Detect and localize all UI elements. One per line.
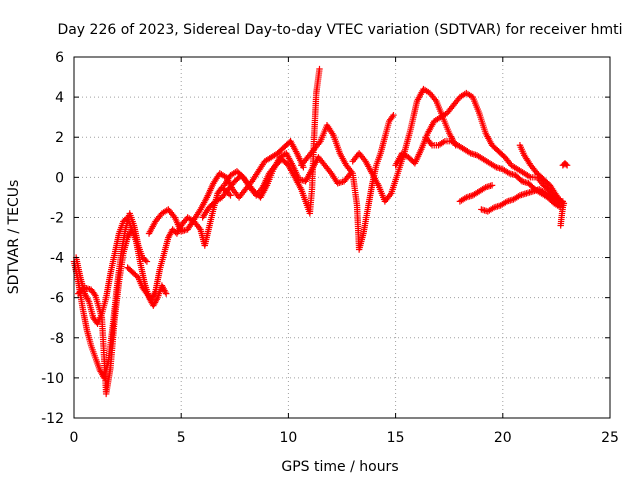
series-arc-8 — [298, 111, 397, 253]
series-arc-12 — [456, 182, 496, 205]
series-arc-13 — [478, 186, 567, 215]
series-arc-7 — [220, 65, 323, 217]
y-tick-label: -12 — [41, 411, 64, 427]
data-point — [162, 290, 170, 297]
y-tick-label: 4 — [55, 90, 64, 106]
series-arc-15 — [557, 200, 568, 229]
y-tick-label: -8 — [50, 331, 64, 347]
y-tick-label: -4 — [50, 251, 64, 267]
x-tick-label: 5 — [177, 430, 186, 446]
data-point — [91, 290, 98, 298]
data-point — [562, 161, 570, 168]
series-arc-9 — [349, 85, 459, 205]
series-arc-14 — [516, 142, 567, 207]
data-point — [143, 258, 151, 265]
grid-lines — [74, 57, 610, 418]
y-tick-label: -6 — [50, 291, 64, 307]
data-point — [488, 182, 496, 189]
x-axis-label: GPS time / hours — [281, 459, 398, 475]
axis-ticks — [73, 56, 611, 419]
data-points — [70, 65, 571, 398]
y-tick-label: -2 — [50, 210, 64, 226]
x-tick-label: 0 — [70, 430, 79, 446]
plot-frame — [73, 56, 611, 419]
series-arc-16 — [559, 160, 571, 169]
data-point — [316, 65, 323, 73]
y-axis-label: SDTVAR / TECUs — [6, 180, 22, 295]
data-point — [563, 162, 571, 169]
chart-title: Day 226 of 2023, Sidereal Day-to-day VTE… — [57, 22, 622, 38]
x-tick-label: 20 — [494, 430, 512, 446]
x-tick-label: 25 — [601, 430, 619, 446]
x-tick-label: 15 — [387, 430, 405, 446]
data-point — [389, 113, 396, 120]
y-tick-label: 2 — [55, 130, 64, 146]
series-arc-4 — [124, 184, 234, 303]
series-arc-10 — [392, 89, 567, 207]
data-point — [227, 192, 234, 199]
y-tick-label: -10 — [41, 371, 64, 387]
x-tick-label: 10 — [279, 430, 297, 446]
tick-labels: 0 5 10 15 20 25 -12 -10 -8 -6 -4 -2 0 2 4 6 — [41, 50, 619, 446]
data-point — [133, 273, 141, 280]
data-point — [560, 200, 568, 207]
series-arc-3 — [75, 226, 170, 398]
data-point — [390, 111, 397, 119]
data-point — [142, 257, 149, 264]
y-tick-label: 6 — [55, 50, 64, 66]
y-tick-label: 0 — [55, 170, 64, 186]
